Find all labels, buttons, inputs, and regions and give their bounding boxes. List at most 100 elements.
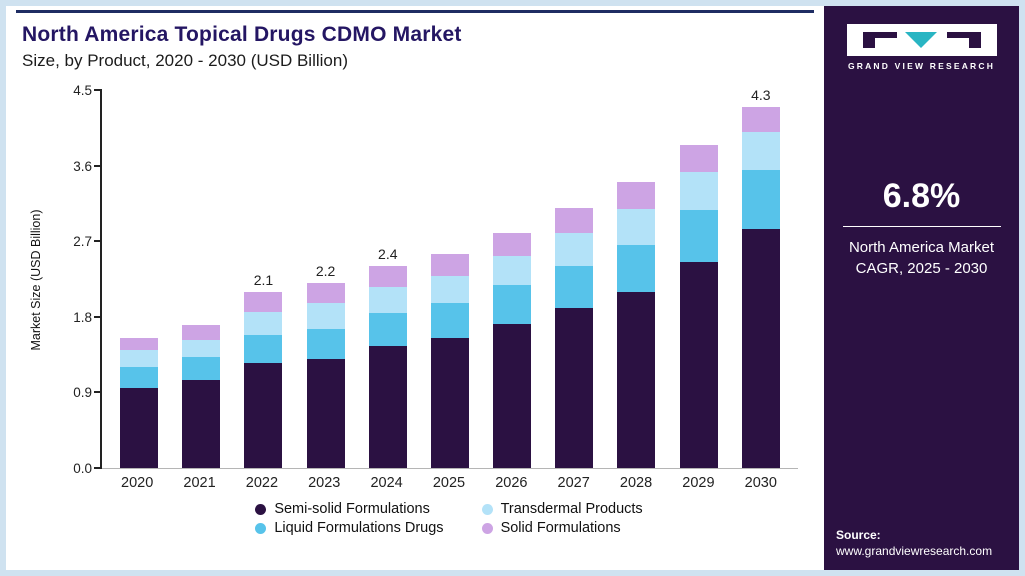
brand-logo: GRAND VIEW RESEARCH: [846, 24, 997, 71]
legend-label: Solid Formulations: [500, 520, 621, 536]
segment-solid-formulations-2026: [493, 232, 532, 256]
cagr-value: 6.8%: [882, 177, 961, 215]
x-tick-label-2030: 2030: [744, 475, 777, 491]
y-tick-mark: [94, 315, 102, 318]
segment-semi-solid-formulations-2028: [617, 291, 656, 468]
chart-panel: North America Topical Drugs CDMO Market …: [6, 6, 824, 570]
y-tick-label-2.7: 2.7: [73, 234, 92, 250]
segment-semi-solid-formulations-2026: [493, 323, 532, 468]
x-tick-label-2020: 2020: [121, 475, 154, 491]
y-tick-mark: [94, 467, 102, 469]
bar-2023: 2.2: [305, 263, 347, 468]
source-url[interactable]: www.grandviewresearch.com: [836, 544, 993, 558]
source-block: Source: www.grandviewresearch.com: [824, 528, 992, 570]
bar-stack-2021: [182, 325, 221, 468]
segment-semi-solid-formulations-2023: [306, 358, 345, 468]
segment-transdermal-products-2020: [120, 350, 159, 368]
segment-transdermal-products-2027: [555, 232, 594, 267]
bar-2026: [491, 213, 533, 468]
legend-label: Liquid Formulations Drugs: [274, 520, 444, 536]
segment-transdermal-products-2022: [244, 311, 283, 336]
bar-stack-2025: [430, 253, 469, 468]
segment-solid-formulations-2021: [182, 325, 221, 340]
legend-item-transdermal-products: Transdermal Products: [481, 501, 643, 517]
segment-transdermal-products-2024: [368, 286, 407, 313]
x-tick-label-2028: 2028: [619, 475, 653, 491]
x-tick-label-2027: 2027: [557, 475, 590, 491]
page-title: North America Topical Drugs CDMO Market: [22, 23, 462, 46]
segment-liquid-formulations-drugs-2024: [368, 312, 407, 347]
bar-stack-2029: [679, 144, 718, 468]
segment-semi-solid-formulations-2030: [741, 228, 780, 468]
segment-solid-formulations-2025: [430, 253, 469, 276]
bar-stack-2028: [617, 182, 656, 468]
bar-stack-2026: [493, 232, 532, 468]
bar-2028: [615, 162, 657, 468]
segment-liquid-formulations-drugs-2020: [120, 367, 159, 389]
segment-solid-formulations-2023: [306, 283, 345, 304]
y-tick-mark: [94, 391, 102, 394]
x-tick-label-2025: 2025: [432, 475, 466, 491]
bar-stack-2024: [368, 266, 407, 468]
segment-solid-formulations-2028: [617, 182, 656, 210]
y-tick-label-3.6: 3.6: [73, 158, 92, 174]
page-subtitle: Size, by Product, 2020 - 2030 (USD Billi…: [22, 51, 348, 70]
legend-dot-icon: [255, 522, 267, 534]
bar-2022: 2.1: [242, 272, 284, 468]
y-tick-mark: [94, 240, 102, 243]
legend-label: Transdermal Products: [500, 501, 643, 517]
legend-item-liquid-formulations-drugs: Liquid Formulations Drugs: [255, 520, 444, 536]
legend-dot-icon: [481, 503, 493, 515]
legend-dot-icon: [481, 522, 493, 534]
bar-stack-2023: [306, 283, 345, 468]
y-tick-mark: [94, 164, 102, 167]
segment-solid-formulations-2020: [120, 337, 159, 351]
legend-item-semi-solid-formulations: Semi-solid Formulations: [255, 501, 443, 517]
bar-2020: [118, 318, 160, 468]
sidebar: GRAND VIEW RESEARCH 6.8% North America M…: [824, 6, 1019, 570]
bar-2029: [678, 125, 720, 468]
segment-transdermal-products-2025: [430, 275, 469, 303]
segment-semi-solid-formulations-2021: [182, 379, 221, 468]
grand-view-research-logo-icon: [862, 32, 981, 48]
y-axis-title: Market Size (USD Billion): [29, 208, 43, 351]
x-labels: 2020 2021 2022 2023 2024 2025 2026 2027 2028 2029…: [100, 475, 798, 491]
x-tick-label-2024: 2024: [370, 475, 403, 491]
segment-solid-formulations-2029: [679, 144, 718, 173]
segment-solid-formulations-2022: [244, 291, 283, 312]
top-divider: [16, 10, 814, 13]
x-tick-label-2026: 2026: [495, 475, 528, 491]
legend-label: Semi-solid Formulations: [274, 501, 430, 517]
segment-liquid-formulations-drugs-2025: [430, 302, 469, 338]
segment-liquid-formulations-drugs-2026: [493, 284, 532, 324]
cagr-label: North America Market CAGR, 2025 - 2030: [848, 239, 995, 277]
segment-transdermal-products-2029: [679, 172, 718, 211]
segment-solid-formulations-2024: [368, 266, 407, 287]
bar-stack-2022: [244, 291, 283, 468]
header: North America Topical Drugs CDMO Market …: [6, 13, 824, 71]
y-tick-label-0.9: 0.9: [73, 385, 92, 401]
segment-transdermal-products-2028: [617, 209, 656, 246]
x-tick-label-2022: 2022: [245, 475, 279, 491]
bar-2025: [429, 234, 471, 468]
bar-2027: [553, 188, 595, 468]
y-tick-label-1.8: 1.8: [73, 309, 92, 325]
segment-liquid-formulations-drugs-2021: [182, 357, 221, 380]
bar-value-label-2022: 2.1: [253, 271, 274, 288]
bar-2024: 2.4: [367, 246, 409, 468]
brand-logo-text: GRAND VIEW RESEARCH: [847, 61, 996, 71]
legend: Semi-solid Formulations Transdermal Produ…: [100, 501, 798, 536]
bar-value-label-2030: 4.3: [751, 86, 771, 103]
segment-liquid-formulations-drugs-2030: [741, 169, 780, 229]
segment-transdermal-products-2023: [306, 303, 345, 330]
y-tick-mark: [94, 89, 102, 91]
plot-area: Market Size (USD Billion) 0.0 0.9 1.8 2.7 3.…: [29, 83, 798, 476]
segment-semi-solid-formulations-2027: [555, 308, 594, 468]
segment-liquid-formulations-drugs-2022: [244, 335, 283, 363]
brand-logo-mark: [846, 24, 997, 56]
cagr-divider: [842, 226, 1001, 227]
source-label: Source:: [836, 528, 881, 542]
bar-2021: [180, 305, 222, 468]
bar-stack-2027: [555, 207, 594, 468]
